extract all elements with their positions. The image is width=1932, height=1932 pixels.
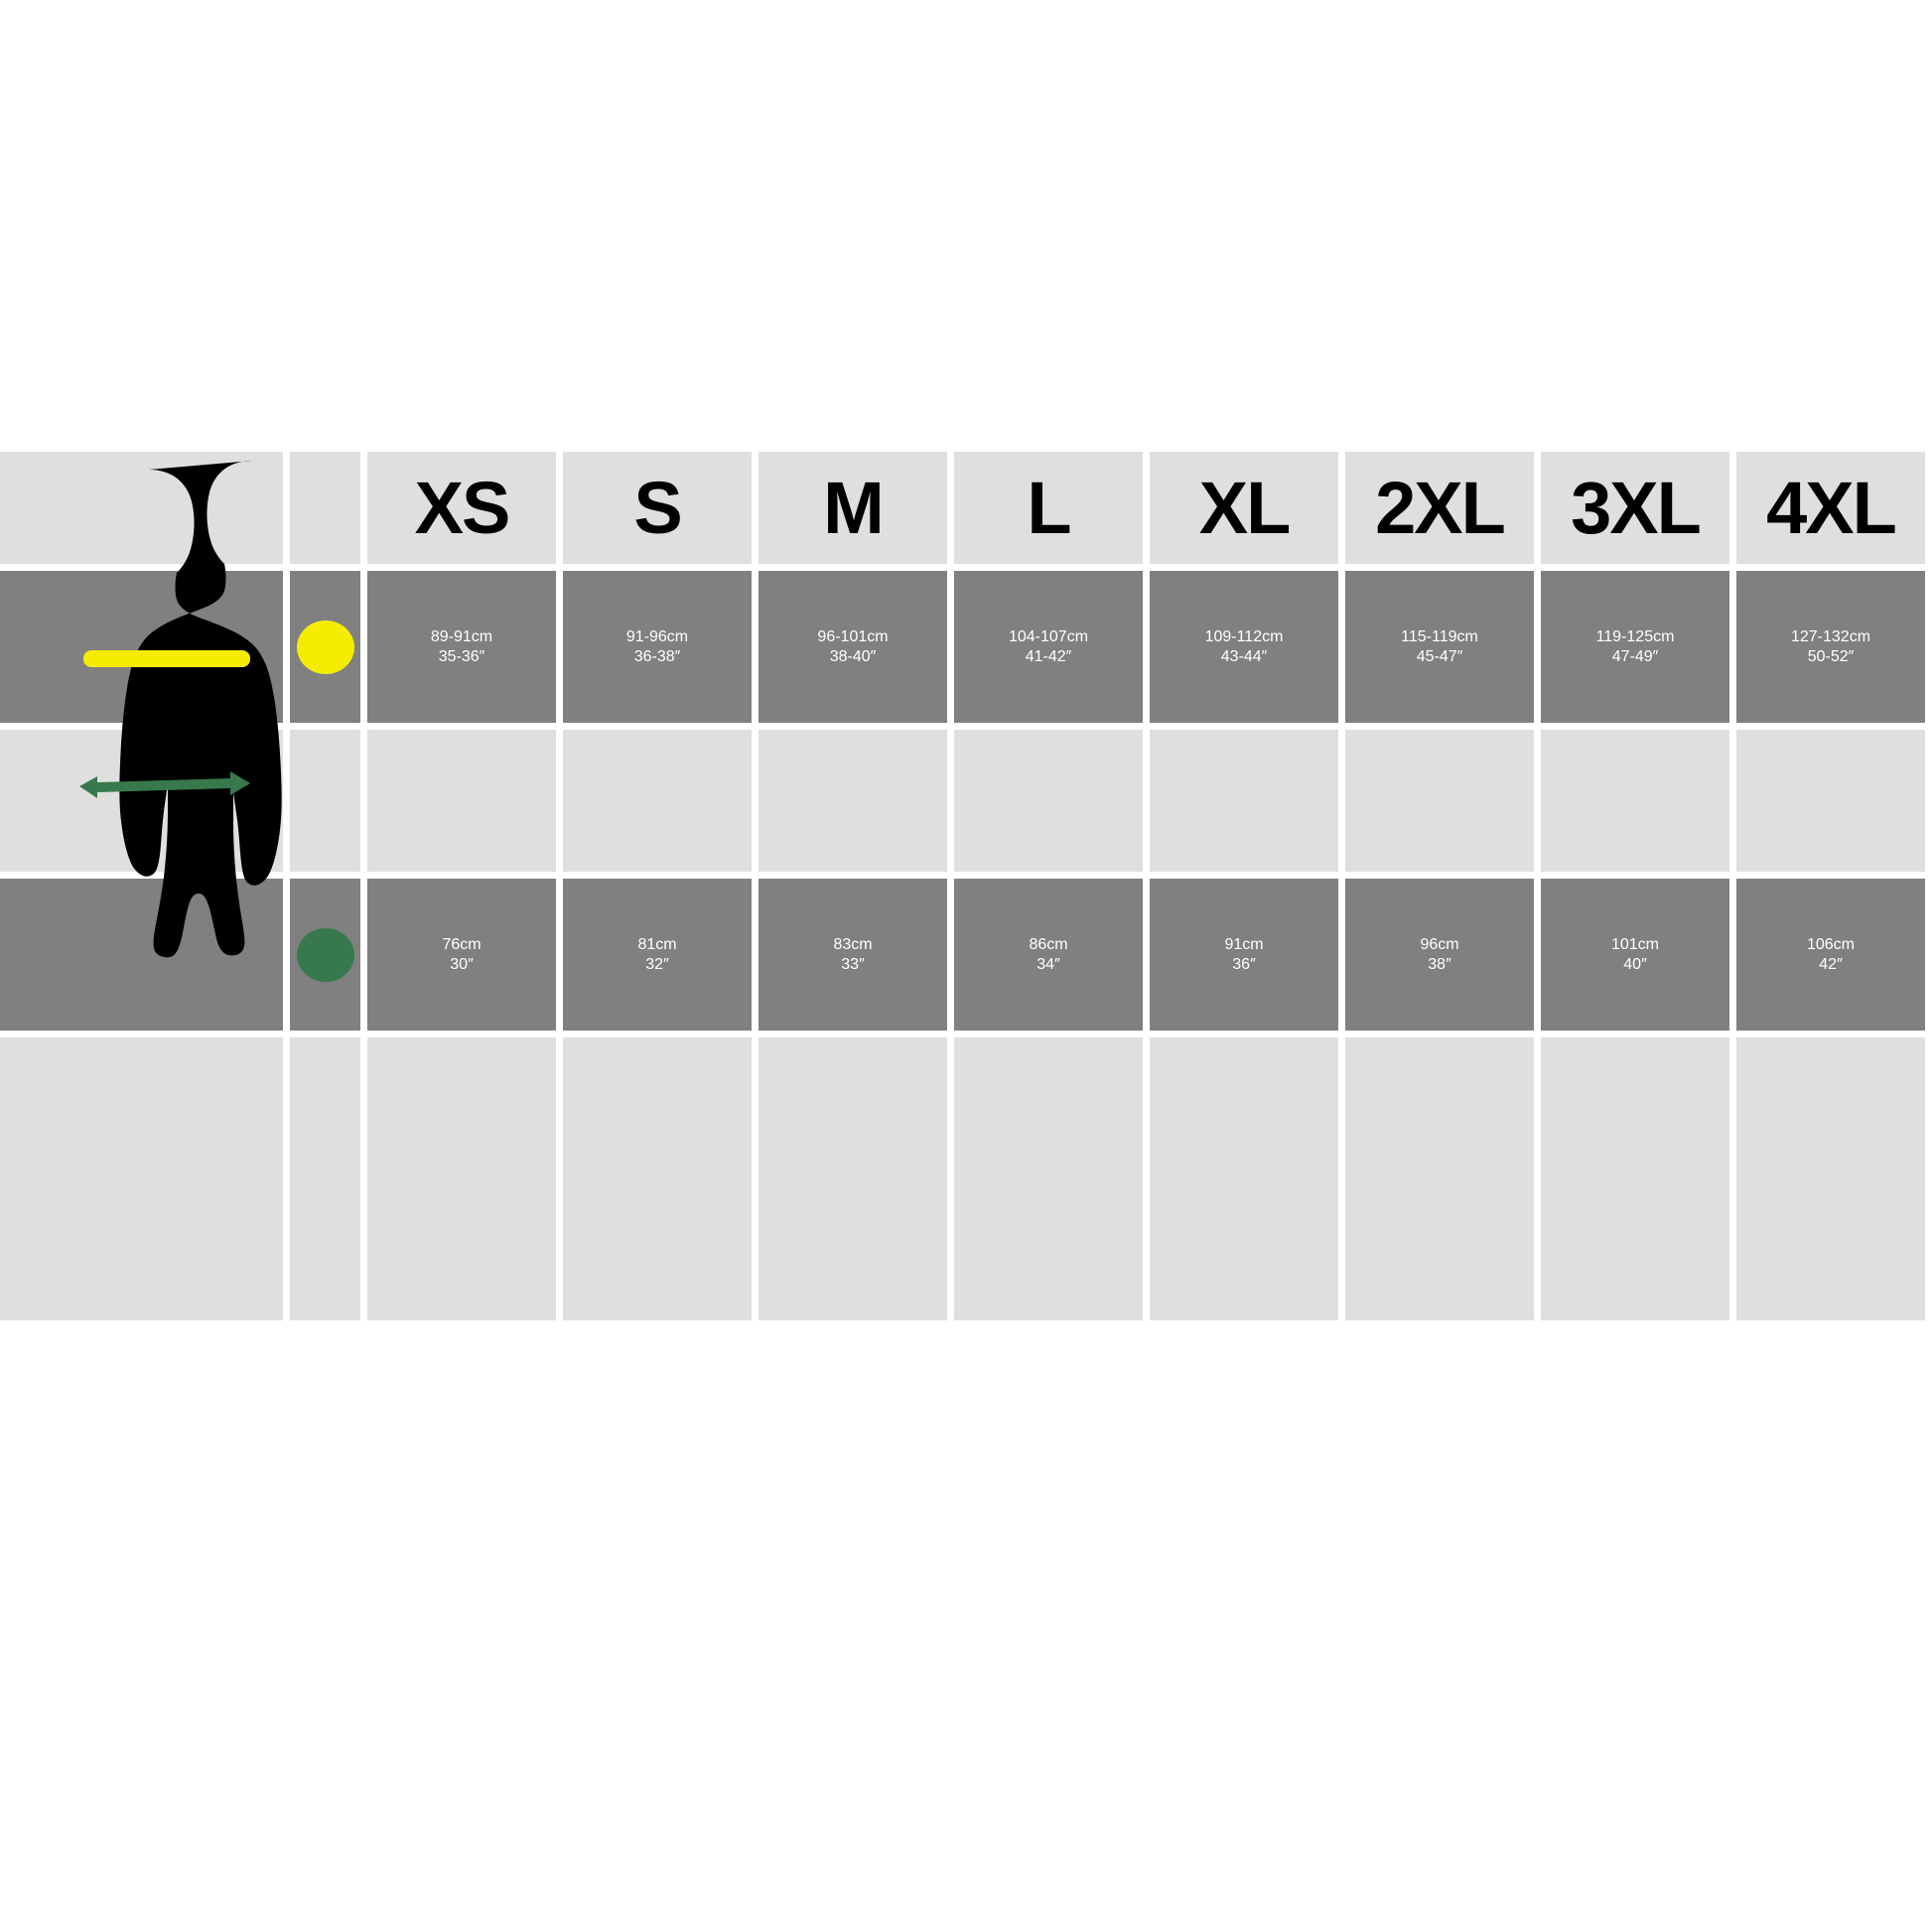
waist-value-inch: 42″ — [1819, 955, 1843, 973]
chest-value-cm: 127-132cm — [1790, 627, 1871, 645]
waist-value-inch: 34″ — [1036, 955, 1060, 973]
waist-value-inch: 32″ — [645, 955, 669, 973]
chest-value-inch: 43-44″ — [1220, 647, 1268, 665]
spacer-cell — [954, 730, 1143, 872]
size-label: L — [1027, 466, 1071, 549]
figure-cell-spacer — [0, 730, 283, 872]
chest-value-inch: 36-38″ — [633, 647, 681, 665]
chest-value-inch: 35-36″ — [438, 647, 485, 665]
spacer-cell — [1345, 730, 1534, 872]
waist-value-cm: 81cm — [637, 935, 677, 953]
chest-value-cm: 89-91cm — [430, 627, 493, 645]
chest-value-cell: 127-132cm 50-52″ — [1736, 571, 1925, 723]
chest-value-cell: 104-107cm 41-42″ — [954, 571, 1143, 723]
indicator-cell-footer — [290, 1037, 360, 1320]
waist-value-cm: 106cm — [1806, 935, 1856, 953]
size-header-3xl: 3XL — [1541, 452, 1729, 564]
chest-value-cm: 115-119cm — [1401, 627, 1478, 645]
size-label: 3XL — [1571, 466, 1702, 549]
size-header-4xl: 4XL — [1736, 452, 1925, 564]
chest-value-inch: 50-52″ — [1807, 647, 1855, 665]
chest-value-cm: 104-107cm — [1008, 627, 1089, 645]
chest-value-cm: 96-101cm — [817, 627, 889, 645]
chest-value-cell: 109-112cm 43-44″ — [1150, 571, 1338, 723]
footer-cell — [1541, 1037, 1729, 1320]
chest-indicator-dot-icon — [296, 620, 354, 674]
chest-value-cm: 91-96cm — [625, 627, 689, 645]
size-header-xs: XS — [367, 452, 556, 564]
footer-cell — [759, 1037, 947, 1320]
indicator-cell-chest — [290, 571, 360, 723]
waist-value-cm: 96cm — [1420, 935, 1459, 953]
spacer-cell — [1736, 730, 1925, 872]
figure-cell-footer — [0, 1037, 283, 1320]
waist-value-cell: 96cm 38″ — [1345, 879, 1534, 1031]
footer-cell — [954, 1037, 1143, 1320]
size-label: S — [633, 466, 682, 549]
footer-cell — [1345, 1037, 1534, 1320]
spacer-cell — [367, 730, 556, 872]
indicator-cell-header — [290, 452, 360, 564]
waist-value-cm: 86cm — [1029, 935, 1068, 953]
waist-value-cm: 91cm — [1224, 935, 1264, 953]
size-header-m: M — [759, 452, 947, 564]
waist-value-cm: 101cm — [1610, 935, 1660, 953]
size-label: M — [823, 466, 885, 549]
size-chart: XS S M L XL 2XL 3XL 4XL 89-91cm 35-36″ 91-96cm 36-3… — [0, 452, 1932, 1320]
waist-value-cm: 83cm — [833, 935, 873, 953]
waist-value-cell: 76cm 30″ — [367, 879, 556, 1031]
chest-value-cell: 96-101cm 38-40″ — [759, 571, 947, 723]
spacer-cell — [1150, 730, 1338, 872]
chest-value-cm: 109-112cm — [1204, 627, 1284, 645]
waist-value-cell: 83cm 33″ — [759, 879, 947, 1031]
chest-value-cell: 89-91cm 35-36″ — [367, 571, 556, 723]
chest-value-inch: 47-49″ — [1611, 647, 1659, 665]
footer-cell — [1150, 1037, 1338, 1320]
figure-cell-waist — [0, 879, 283, 1031]
chest-value-inch: 38-40″ — [829, 647, 877, 665]
footer-cell — [563, 1037, 752, 1320]
indicator-cell-spacer — [290, 730, 360, 872]
figure-cell-chest — [0, 571, 283, 723]
indicator-cell-waist — [290, 879, 360, 1031]
chest-value-inch: 45-47″ — [1416, 647, 1463, 665]
size-label: 4XL — [1766, 466, 1897, 549]
waist-value-cell: 106cm 42″ — [1736, 879, 1925, 1031]
waist-value-inch: 33″ — [841, 955, 865, 973]
size-label: XS — [414, 466, 511, 549]
waist-value-cell: 81cm 32″ — [563, 879, 752, 1031]
chest-value-cell: 91-96cm 36-38″ — [563, 571, 752, 723]
size-header-l: L — [954, 452, 1143, 564]
footer-cell — [1736, 1037, 1925, 1320]
spacer-cell — [1541, 730, 1729, 872]
spacer-cell — [759, 730, 947, 872]
waist-value-inch: 30″ — [450, 955, 474, 973]
waist-value-cell: 86cm 34″ — [954, 879, 1143, 1031]
chest-value-cell: 119-125cm 47-49″ — [1541, 571, 1729, 723]
size-label: XL — [1198, 466, 1292, 549]
size-header-2xl: 2XL — [1345, 452, 1534, 564]
chest-value-inch: 41-42″ — [1025, 647, 1072, 665]
waist-value-inch: 36″ — [1232, 955, 1256, 973]
figure-cell-header — [0, 452, 283, 564]
footer-cell — [367, 1037, 556, 1320]
chest-value-cell: 115-119cm 45-47″ — [1345, 571, 1534, 723]
waist-value-inch: 40″ — [1623, 955, 1647, 973]
size-label: 2XL — [1375, 466, 1506, 549]
waist-value-inch: 38″ — [1428, 955, 1451, 973]
waist-value-cell: 101cm 40″ — [1541, 879, 1729, 1031]
waist-value-cm: 76cm — [442, 935, 482, 953]
size-header-s: S — [563, 452, 752, 564]
size-header-xl: XL — [1150, 452, 1338, 564]
waist-value-cell: 91cm 36″ — [1150, 879, 1338, 1031]
waist-indicator-dot-icon — [296, 927, 354, 982]
chest-value-cm: 119-125cm — [1595, 627, 1675, 645]
spacer-cell — [563, 730, 752, 872]
